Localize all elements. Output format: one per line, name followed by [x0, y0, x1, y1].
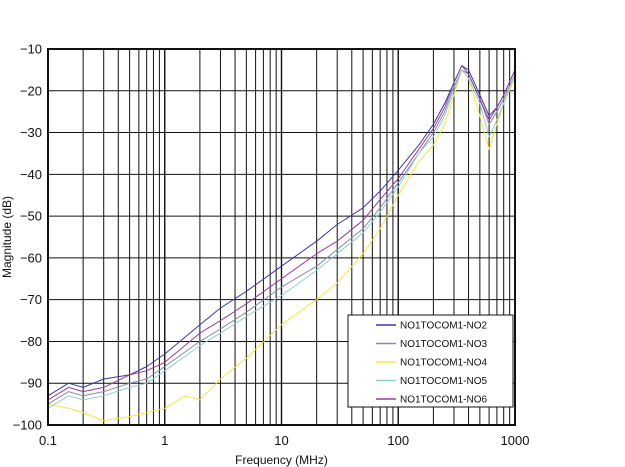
- y-tick-label: −70: [20, 292, 42, 307]
- legend-box: [347, 314, 514, 408]
- y-tick-label: −100: [13, 418, 42, 433]
- x-axis-label: Frequency (MHz): [235, 453, 328, 467]
- series-line-5: [47, 65, 516, 401]
- series-line-3: [47, 69, 516, 422]
- y-tick-label: −10: [20, 42, 42, 57]
- y-tick-labels: −100 −90 −80 −70 −60 −50 −40 −30 −20 −10: [13, 42, 42, 433]
- legend-label: NO1TOCOM1-NO4: [400, 358, 487, 369]
- y-tick-label: −90: [20, 376, 42, 391]
- y-tick-label: −20: [20, 83, 42, 98]
- x-tick-label: 1: [161, 433, 168, 448]
- y-tick-label: −80: [20, 334, 42, 349]
- x-tick-labels: 0.1 1 10 100 1000: [39, 433, 530, 448]
- y-tick-label: −50: [20, 209, 42, 224]
- x-tick-label: 0.1: [39, 433, 57, 448]
- y-axis-label: Magnitude (dB): [0, 196, 14, 278]
- series-line-1: [47, 65, 516, 397]
- legend: NO1TOCOM1-NO2 NO1TOCOM1-NO3 NO1TOCOM1-NO4 N…: [347, 314, 514, 408]
- series-line-4: [47, 69, 516, 409]
- y-tick-label: −40: [20, 167, 42, 182]
- legend-label: NO1TOCOM1-NO6: [400, 395, 487, 406]
- legend-label: NO1TOCOM1-NO3: [400, 339, 487, 350]
- y-tick-label: −60: [20, 250, 42, 265]
- x-tick-label: 100: [387, 433, 409, 448]
- plot-frame: [47, 48, 516, 426]
- x-tick-label: 10: [274, 433, 288, 448]
- y-tick-label: −30: [20, 125, 42, 140]
- legend-label: NO1TOCOM1-NO2: [400, 321, 487, 332]
- x-tick-label: 1000: [501, 433, 530, 448]
- series-lines: [47, 65, 516, 422]
- legend-label: NO1TOCOM1-NO5: [400, 376, 487, 387]
